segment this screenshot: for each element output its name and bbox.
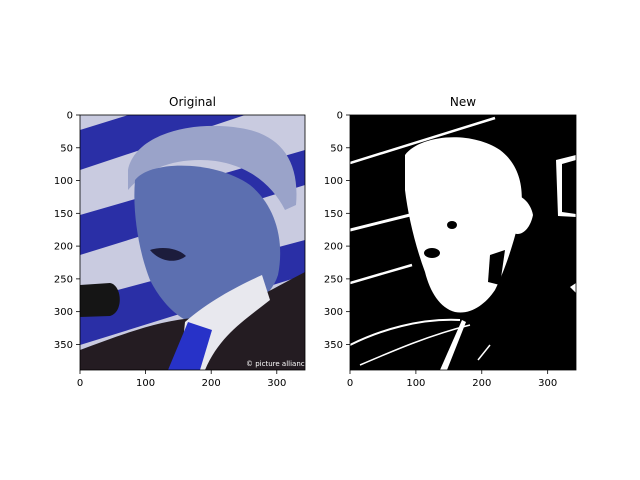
new-ytick-label: 350 xyxy=(324,340,343,351)
new-ytick-label: 200 xyxy=(324,242,343,253)
original-ytick-label: 150 xyxy=(54,209,73,220)
original-image: © picture alliance xyxy=(80,115,309,370)
new-ytick-label: 300 xyxy=(324,307,343,318)
original-ytick-label: 0 xyxy=(67,111,73,122)
new-ytick-label: 50 xyxy=(330,143,343,154)
original-xtick-label: 100 xyxy=(136,378,155,389)
new-axes-ticks: 0 100 200 300 0 50 100 150 200 250 300 350 xyxy=(324,111,557,390)
new-xtick-label: 300 xyxy=(538,378,557,389)
original-xtick-label: 0 xyxy=(77,378,83,389)
new-image xyxy=(350,115,576,370)
new-title: New xyxy=(450,95,476,109)
original-xtick-label: 200 xyxy=(202,378,221,389)
original-ytick-label: 200 xyxy=(54,242,73,253)
original-ytick-label: 100 xyxy=(54,176,73,187)
subplot-new: New 0 100 200 300 0 50 100 150 200 250 300 350 xyxy=(324,95,577,390)
original-frame xyxy=(79,114,306,371)
new-ytick-label: 100 xyxy=(324,176,343,187)
new-ytick-label: 250 xyxy=(324,274,343,285)
new-xtick-label: 100 xyxy=(406,378,425,389)
original-ytick-label: 50 xyxy=(60,143,73,154)
subplot-original: © picture alliance Original 0 100 200 300 0 5… xyxy=(54,95,309,390)
original-ytick-label: 350 xyxy=(54,340,73,351)
new-xtick-label: 0 xyxy=(347,378,353,389)
new-xtick-label: 200 xyxy=(472,378,491,389)
original-ytick-label: 250 xyxy=(54,274,73,285)
original-xtick-label: 300 xyxy=(267,378,286,389)
original-axes-ticks: 0 100 200 300 0 50 100 150 200 250 300 350 xyxy=(54,111,286,390)
original-ytick-label: 300 xyxy=(54,307,73,318)
watermark-text: © picture alliance xyxy=(246,360,309,368)
original-title: Original xyxy=(169,95,216,109)
new-ytick-label: 0 xyxy=(337,111,343,122)
new-frame xyxy=(349,114,577,371)
new-ytick-label: 150 xyxy=(324,209,343,220)
